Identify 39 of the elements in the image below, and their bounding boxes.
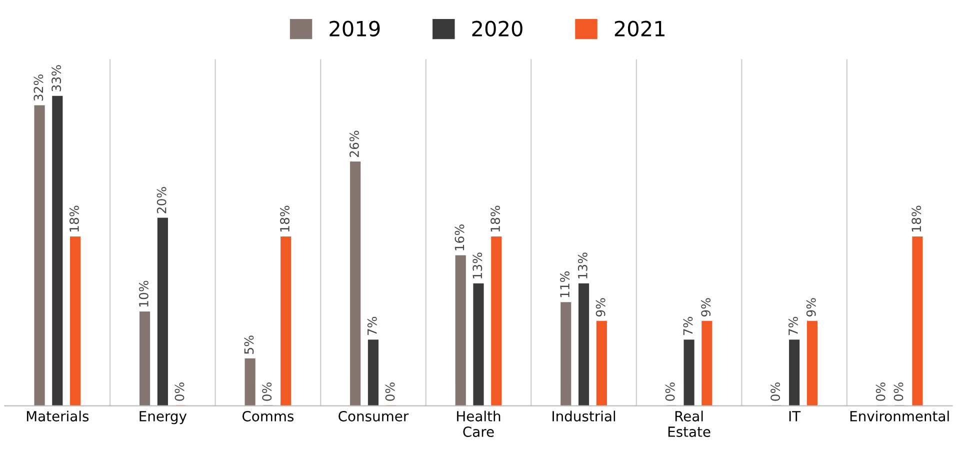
- x-tick-label: Consumer: [338, 410, 409, 422]
- data-label: 0%: [385, 382, 395, 401]
- data-label: 7%: [367, 316, 377, 336]
- legend-label: 2019: [330, 20, 380, 36]
- data-label: 18%: [69, 206, 79, 232]
- data-label: 20%: [156, 187, 166, 214]
- data-label: 18%: [912, 206, 922, 232]
- x-tick-label: Real Estate: [668, 410, 710, 438]
- data-label: 0%: [174, 382, 184, 401]
- x-tick-label: Materials: [26, 410, 89, 422]
- data-label: 0%: [665, 382, 675, 401]
- data-label: 0%: [770, 382, 780, 401]
- data-label: 26%: [350, 130, 359, 157]
- legend-label: 2021: [614, 20, 664, 36]
- data-label: 0%: [262, 382, 272, 401]
- data-label: 18%: [280, 206, 290, 232]
- data-label: 0%: [876, 382, 886, 401]
- data-label: 9%: [806, 298, 816, 316]
- data-label: 16%: [454, 224, 464, 250]
- data-label: 13%: [578, 252, 588, 278]
- data-label: 32%: [34, 74, 44, 101]
- legend-label: 2020: [472, 20, 522, 36]
- x-tick-label: Comms: [242, 410, 294, 422]
- x-tick-label: Health Care: [457, 410, 500, 438]
- data-label: 10%: [138, 280, 148, 307]
- data-label: 9%: [596, 298, 606, 316]
- data-label: 7%: [683, 316, 693, 336]
- x-tick-label: Environmental: [850, 410, 949, 422]
- data-label: 0%: [894, 382, 904, 401]
- data-label: 13%: [472, 252, 482, 278]
- data-label: 7%: [788, 316, 798, 336]
- data-label: 11%: [560, 271, 570, 298]
- data-label: 18%: [490, 206, 500, 232]
- x-tick-label: IT: [789, 411, 801, 422]
- x-tick-label: Industrial: [552, 410, 616, 422]
- x-tick-label: Energy: [140, 411, 187, 424]
- data-label: 5%: [244, 336, 254, 354]
- data-label: 9%: [701, 298, 711, 316]
- data-label: 33%: [52, 65, 62, 92]
